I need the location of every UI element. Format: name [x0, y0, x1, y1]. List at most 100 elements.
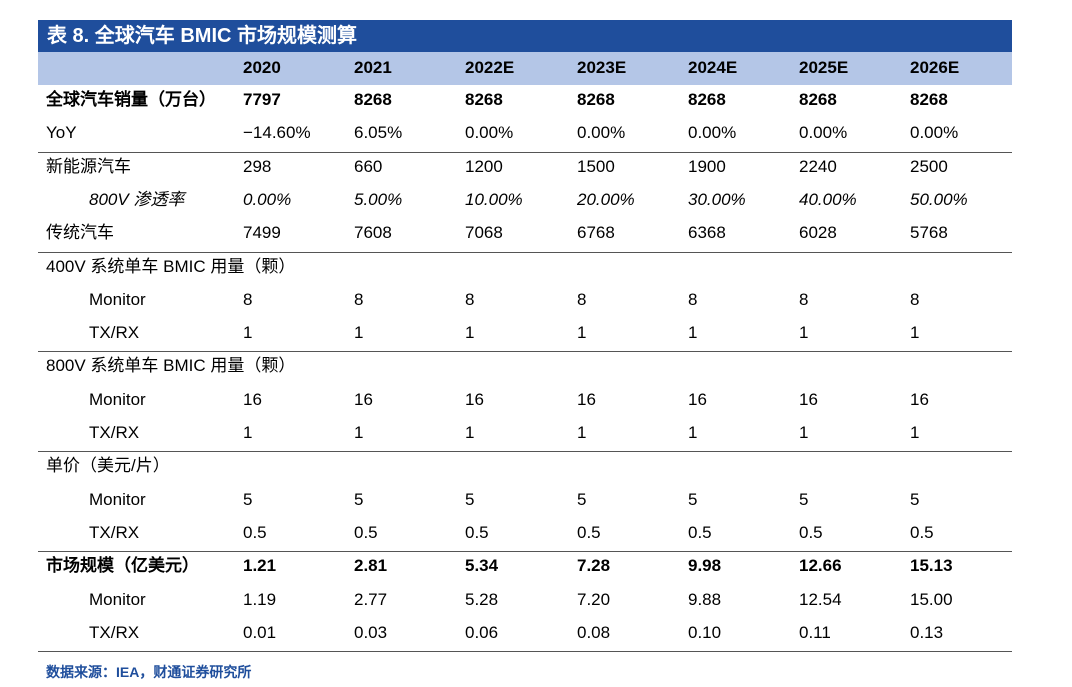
- cell-value: 0.5: [354, 522, 378, 542]
- cell-value: 2.77: [354, 589, 388, 609]
- cell-value: 9.88: [688, 589, 722, 609]
- header-cell: 2025E: [799, 58, 849, 77]
- cell-value: 8268: [688, 90, 726, 109]
- row-label: 单价（美元/片）: [46, 456, 170, 476]
- cell-value: 2.81: [354, 556, 388, 576]
- cell-value: 1: [910, 423, 920, 442]
- cell-value: 6.05%: [354, 123, 403, 143]
- source-note: 数据来源：IEA，财通证券研究所: [46, 664, 252, 680]
- cell-value: 1.19: [243, 589, 277, 609]
- cell-value: 0.5: [799, 522, 823, 542]
- cell-value: 5.34: [465, 556, 499, 576]
- cell-value: 0.5: [465, 522, 489, 542]
- cell-value: 0.5: [688, 522, 712, 542]
- cell-value: 5: [688, 489, 698, 509]
- cell-value: 1: [465, 423, 475, 442]
- cell-value: 1.21: [243, 556, 277, 576]
- cell-value: 5: [577, 489, 587, 509]
- cell-value: 8: [688, 289, 698, 309]
- cell-value: 16: [799, 389, 818, 409]
- row-separator: [38, 252, 1012, 253]
- cell-value: 6028: [799, 223, 837, 243]
- cell-value: 7.28: [577, 556, 611, 576]
- cell-value: 1: [910, 323, 920, 343]
- cell-value: 5: [910, 489, 920, 509]
- cell-value: 1: [354, 423, 364, 442]
- row-label: YoY: [46, 123, 77, 143]
- cell-value: 8: [799, 289, 809, 309]
- cell-value: 6768: [577, 223, 615, 243]
- row-separator: [38, 152, 1012, 153]
- cell-value: 5768: [910, 223, 948, 243]
- cell-value: 1: [243, 423, 253, 442]
- cell-value: 1900: [688, 156, 726, 176]
- cell-value: 2500: [910, 156, 948, 176]
- row-separator: [38, 451, 1012, 452]
- table-title: 表 8. 全球汽车 BMIC 市场规模测算: [38, 20, 1012, 52]
- cell-value: 1200: [465, 156, 503, 176]
- cell-value: 0.5: [577, 522, 601, 542]
- cell-value: 0.03: [354, 622, 388, 642]
- row-label: 800V 渗透率: [89, 189, 185, 209]
- cell-value: 16: [465, 389, 484, 409]
- cell-value: 0.00%: [688, 123, 737, 143]
- cell-value: 7797: [243, 90, 281, 109]
- row-label: 全球汽车销量（万台）: [46, 90, 216, 109]
- header-cell: 2023E: [577, 58, 627, 77]
- header-row: [38, 52, 1012, 85]
- cell-value: 8: [577, 289, 587, 309]
- header-cell: 2022E: [465, 58, 515, 77]
- cell-value: 8268: [799, 90, 837, 109]
- cell-value: 1: [799, 323, 809, 343]
- cell-value: 0.00%: [910, 123, 959, 143]
- cell-value: 50.00%: [910, 189, 968, 209]
- row-label: 400V 系统单车 BMIC 用量（颗）: [46, 256, 296, 276]
- cell-value: 7068: [465, 223, 503, 243]
- row-label: 传统汽车: [46, 223, 114, 243]
- cell-value: 1: [354, 323, 364, 343]
- row-label: TX/RX: [89, 522, 140, 542]
- cell-value: 8: [910, 289, 920, 309]
- cell-value: 15.00: [910, 589, 953, 609]
- cell-value: 0.5: [910, 522, 934, 542]
- cell-value: 0.06: [465, 622, 499, 642]
- header-cell: 2026E: [910, 58, 960, 77]
- cell-value: 30.00%: [688, 189, 746, 209]
- row-label: 市场规模（亿美元）: [46, 556, 199, 576]
- cell-value: −14.60%: [243, 123, 311, 143]
- cell-value: 2240: [799, 156, 837, 176]
- cell-value: 0.00%: [243, 189, 292, 209]
- cell-value: 8268: [910, 90, 948, 109]
- cell-value: 16: [688, 389, 707, 409]
- cell-value: 5: [243, 489, 253, 509]
- header-cell: 2024E: [688, 58, 738, 77]
- cell-value: 7499: [243, 223, 281, 243]
- row-separator: [38, 351, 1012, 352]
- cell-value: 5.00%: [354, 189, 403, 209]
- header-cell: 2020: [243, 58, 281, 77]
- cell-value: 5.28: [465, 589, 499, 609]
- cell-value: 6368: [688, 223, 726, 243]
- cell-value: 0.13: [910, 622, 944, 642]
- cell-value: 1: [688, 423, 698, 442]
- cell-value: 5: [465, 489, 475, 509]
- cell-value: 8268: [354, 90, 392, 109]
- cell-value: 16: [910, 389, 929, 409]
- cell-value: 298: [243, 156, 272, 176]
- cell-value: 9.98: [688, 556, 722, 576]
- cell-value: 0.00%: [577, 123, 626, 143]
- row-label: Monitor: [89, 489, 146, 509]
- row-label: Monitor: [89, 589, 146, 609]
- cell-value: 1: [577, 323, 587, 343]
- cell-value: 8: [354, 289, 364, 309]
- cell-value: 660: [354, 156, 383, 176]
- cell-value: 8268: [465, 90, 503, 109]
- cell-value: 5: [799, 489, 809, 509]
- row-label: TX/RX: [89, 622, 140, 642]
- cell-value: 1: [465, 323, 475, 343]
- row-label: TX/RX: [89, 323, 140, 343]
- cell-value: 8: [243, 289, 253, 309]
- row-label: Monitor: [89, 289, 146, 309]
- cell-value: 10.00%: [465, 189, 523, 209]
